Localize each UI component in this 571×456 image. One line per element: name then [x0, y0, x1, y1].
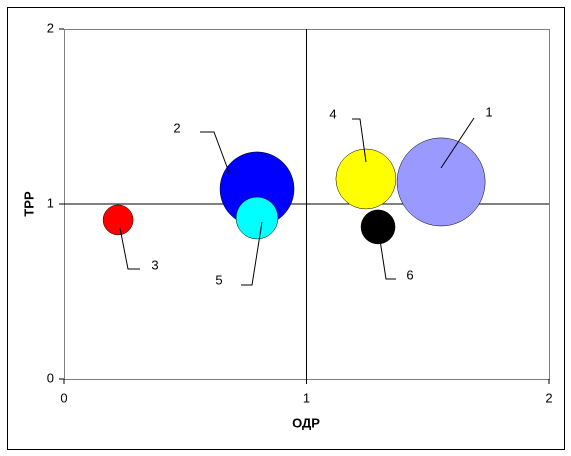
x-tick-label: 2 — [545, 390, 552, 405]
data-label: 5 — [215, 272, 222, 287]
leader-line — [200, 131, 231, 176]
y-tick-label: 2 — [47, 20, 54, 35]
data-label: 6 — [406, 267, 413, 282]
x-axis-title: ОДР — [292, 415, 320, 430]
y-axis-title: ТРР — [21, 191, 36, 217]
leader-line — [352, 118, 367, 163]
y-tick-label: 1 — [47, 195, 54, 210]
leader-line — [379, 239, 396, 280]
leader-line — [119, 227, 140, 270]
x-tick-label: 1 — [303, 390, 310, 405]
y-tick-label: 0 — [47, 370, 54, 385]
data-label: 3 — [151, 257, 158, 272]
bubble — [396, 137, 486, 227]
x-tick-label: 0 — [60, 390, 67, 405]
bubble — [235, 196, 279, 240]
data-label: 1 — [485, 104, 492, 119]
bubble — [102, 204, 134, 236]
data-label: 2 — [173, 120, 180, 135]
bubble — [360, 209, 396, 245]
bubble — [335, 148, 397, 210]
leader-line — [241, 221, 263, 286]
leader-line — [440, 117, 475, 169]
data-label: 4 — [329, 106, 336, 121]
